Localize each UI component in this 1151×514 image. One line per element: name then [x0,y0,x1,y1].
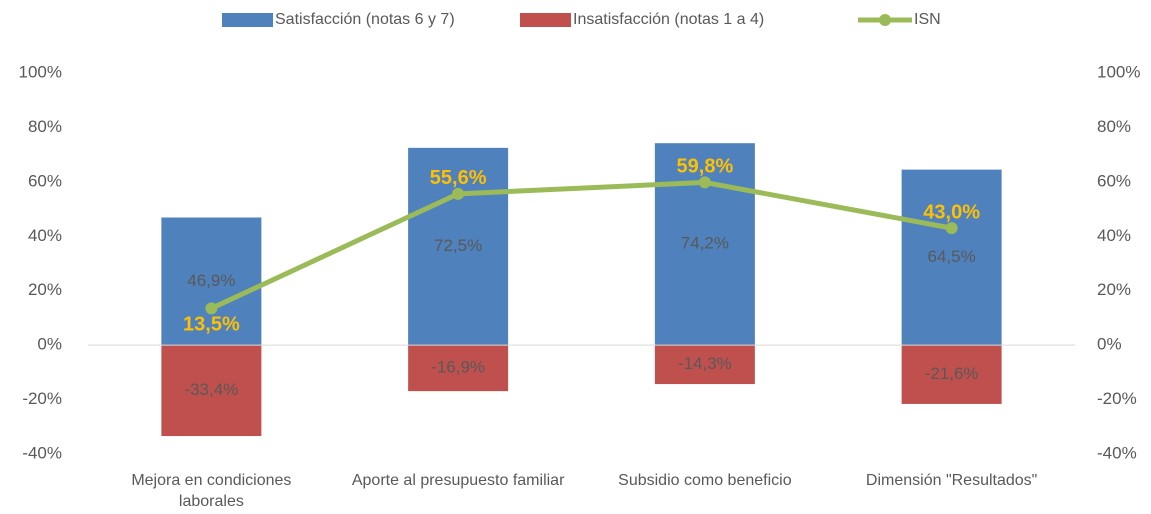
data-label: 13,5% [183,314,240,336]
data-label: 46,9% [187,271,235,290]
line [210,179,953,311]
y-tick-label: 20% [28,280,62,299]
legend-swatch [222,13,273,27]
bar [901,345,1002,404]
data-label: -33,4% [184,380,238,399]
y2-tick-label: 60% [1097,171,1131,190]
data-label: -21,6% [925,364,979,383]
legend-swatch [520,13,571,27]
bar [901,169,1002,346]
data-label: 72,5% [434,236,482,255]
x-tick-label: Mejora en condiciones laborales [131,472,292,510]
bar [408,345,509,392]
x-tick-label: Dimensión "Resultados" [865,472,1038,489]
x-tick-label: Subsidio como beneficio [618,472,792,489]
y-tick-label: -20% [22,389,62,408]
x-tick-label: Aporte al presupuesto familiar [351,472,565,489]
data-label: 43,0% [923,201,980,223]
y2-tick-label: -20% [1097,389,1137,408]
y2-tick-label: 100% [1097,62,1140,81]
bar [161,217,262,346]
y2-tick-label: 80% [1097,117,1131,136]
line-point [945,222,958,235]
bar [654,345,755,385]
y-tick-label: -40% [22,443,62,462]
line-point [205,302,218,315]
bar [408,147,509,346]
y2-tick-label: -40% [1097,443,1137,462]
data-label: -16,9% [431,358,485,377]
legend-label: Satisfacción (notas 6 y 7) [275,11,455,28]
y-tick-label: 40% [28,226,62,245]
data-label: 74,2% [681,234,729,253]
y-tick-label: 80% [28,117,62,136]
data-label: 64,5% [928,247,976,266]
legend-label: ISN [914,11,941,28]
line-point [452,187,465,200]
y2-tick-label: 20% [1097,280,1131,299]
y2-tick-label: 40% [1097,226,1131,245]
y2-tick-label: 0% [1097,335,1122,354]
y-tick-label: 100% [19,62,62,81]
data-label: 59,8% [677,156,734,178]
bar [161,345,262,437]
data-label: 55,6% [430,167,487,189]
line-point [698,176,711,189]
legend-marker [879,14,891,26]
y-tick-label: 60% [28,171,62,190]
y-tick-label: 0% [37,335,62,354]
data-label: -14,3% [678,354,732,373]
legend-label: Insatisfacción (notas 1 a 4) [573,11,764,28]
